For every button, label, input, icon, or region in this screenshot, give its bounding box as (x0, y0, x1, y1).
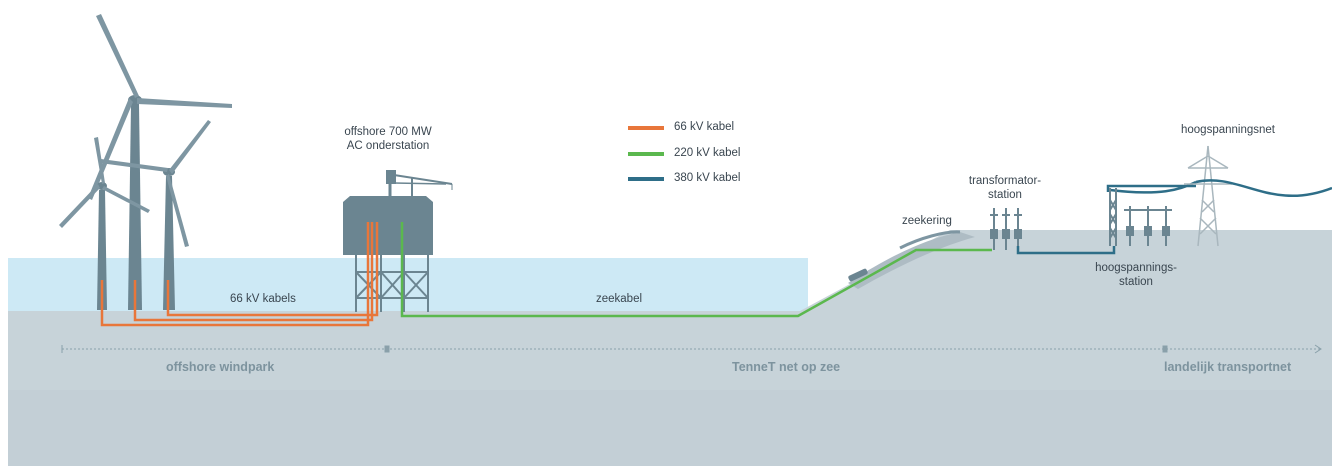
transformator-label-line1: transformator- (968, 175, 1042, 187)
hoogspanningsstation-label-line1: hoogspannings- (1095, 262, 1177, 274)
legend-swatch-220kv (628, 152, 664, 156)
wind-turbine-back (59, 137, 150, 310)
dike-block (848, 268, 868, 282)
cable-380kv (1016, 246, 1116, 255)
zone-label-tennet: TenneT net op zee (732, 360, 841, 374)
legend-label-220kv: 220 kV kabel (674, 147, 741, 159)
dike-crest (899, 230, 961, 250)
deep-ground (8, 390, 1332, 466)
zone-axis (61, 344, 1322, 354)
legend-swatch-66kv (628, 126, 664, 130)
legend-swatch-380kv (628, 177, 664, 181)
hv-station (1106, 180, 1197, 246)
substation-label: offshore 700 MW AC onderstation (318, 125, 458, 153)
offshore-substation (343, 170, 453, 312)
substation-label-line1: offshore 700 MW (344, 126, 432, 138)
zeekering-label: zeekering (902, 215, 952, 227)
zone-label-windpark: offshore windpark (166, 360, 275, 374)
dike (848, 232, 975, 289)
hoogspanningsnet-label: hoogspanningsnet (1181, 124, 1275, 136)
wind-turbine-front (88, 14, 232, 310)
legend-label-66kv: 66 kV kabel (674, 121, 735, 133)
hv-line (1195, 179, 1332, 198)
cables-66kv-label: 66 kV kabels (230, 293, 296, 305)
zeekabel-label: zeekabel (596, 293, 643, 305)
transformer-station (990, 208, 1022, 250)
hoogspanningsstation-label: hoogspannings- station (1076, 261, 1196, 289)
substation-label-line2: AC onderstation (346, 140, 430, 152)
transformator-label: transformator- station (955, 174, 1055, 202)
legend-label-380kv: 380 kV kabel (674, 172, 741, 184)
sea-water (8, 258, 808, 313)
hoogspanningsstation-label-line2: station (1119, 276, 1153, 288)
power-pylon (1184, 145, 1232, 247)
cable-220kv (400, 222, 992, 318)
wind-turbine-middle (100, 120, 211, 310)
cable-66kv (100, 222, 379, 327)
zone-label-transportnet: landelijk transportnet (1164, 360, 1292, 374)
transformator-label-line2: station (988, 189, 1022, 201)
